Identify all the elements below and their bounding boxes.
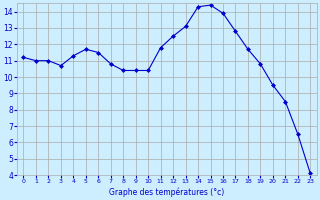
X-axis label: Graphe des températures (°c): Graphe des températures (°c) [109,187,225,197]
